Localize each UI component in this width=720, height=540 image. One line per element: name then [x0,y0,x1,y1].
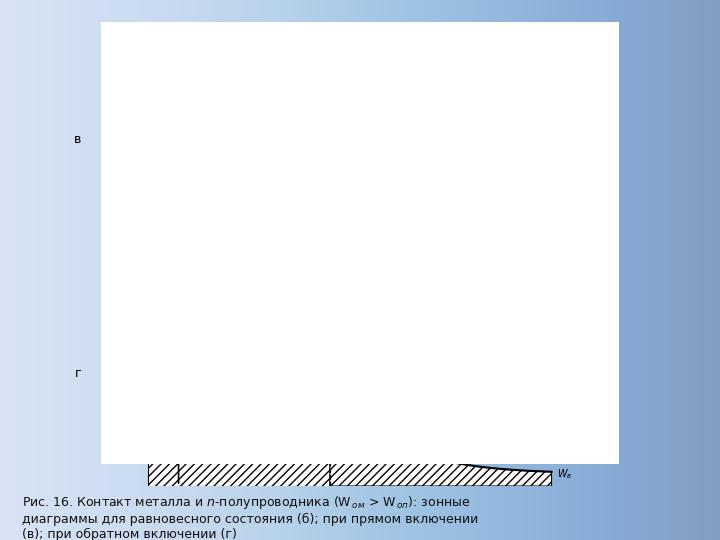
Text: −: − [159,113,168,123]
Text: $W_ф$: $W_ф$ [557,116,574,130]
Text: −: − [280,141,289,151]
Text: −: − [240,350,248,360]
Circle shape [413,382,438,393]
Text: $qU_{обр}$: $qU_{обр}$ [557,362,584,376]
Text: $W_ф$: $W_ф$ [557,393,574,407]
Circle shape [252,140,277,152]
Text: Рис. 16. Контакт металла и $n$-полупроводника (W$_{\,ом}$ > W$_{\,оп}$): зонные
: Рис. 16. Контакт металла и $n$-полупрово… [22,494,478,540]
Text: −: − [179,132,188,142]
Circle shape [423,69,448,81]
Text: −: − [300,132,309,142]
Circle shape [151,362,176,372]
Text: −: − [260,113,269,123]
Circle shape [192,333,216,343]
Text: $W_c$: $W_c$ [126,311,143,325]
Circle shape [171,131,196,143]
Circle shape [271,140,297,152]
Text: $W_в$: $W_в$ [557,197,572,211]
Circle shape [357,382,383,393]
Text: |: | [328,279,332,289]
Circle shape [271,378,297,389]
Circle shape [292,131,318,143]
Circle shape [192,122,216,133]
Circle shape [397,55,423,67]
Circle shape [373,368,398,378]
Text: −: − [179,94,188,104]
Text: −: − [280,350,289,360]
Text: −: − [179,350,188,360]
Polygon shape [330,369,552,486]
Circle shape [212,140,236,152]
Circle shape [232,378,257,389]
Bar [148,213,330,270]
Circle shape [271,122,297,133]
Circle shape [252,112,277,124]
Circle shape [151,112,176,124]
Text: г: г [74,367,81,380]
Text: −: − [240,379,248,388]
Text: $W$: $W$ [154,22,168,35]
Text: −: − [159,346,168,355]
Text: в: в [74,133,81,146]
Text: −: − [199,379,208,388]
Text: $W$: $W$ [154,270,168,283]
Text: −: − [159,362,168,372]
Circle shape [397,354,423,364]
Circle shape [212,103,236,114]
Text: $W_в$: $W_в$ [557,467,572,481]
Text: −: − [240,123,248,132]
Text: $I_{пр}$: $I_{пр}$ [388,298,402,314]
Text: $qU_{пр}$: $qU_{пр}$ [557,104,580,118]
Bar [148,437,330,486]
Circle shape [151,346,176,356]
Text: $W_{н р}$: $W_{н р}$ [557,82,577,97]
Text: −: − [199,123,208,132]
Circle shape [232,362,257,372]
Text: $W_c$: $W_c$ [126,68,143,82]
Circle shape [474,69,498,81]
Circle shape [232,122,257,133]
Text: –: – [488,278,494,291]
Circle shape [192,378,216,389]
Circle shape [192,362,216,372]
Text: −: − [230,317,238,327]
Text: −: − [159,141,168,151]
Circle shape [373,69,398,81]
Text: −: − [240,362,248,372]
Text: −: − [220,104,228,113]
Text: −: − [260,141,269,151]
Text: −: − [220,141,228,151]
Text: −: − [280,123,289,132]
Text: −: − [280,379,289,388]
Circle shape [171,93,196,105]
Circle shape [448,55,474,67]
Polygon shape [330,161,552,270]
Circle shape [151,378,176,389]
Text: −: − [159,379,168,388]
Circle shape [171,349,196,360]
Text: $W_{н р}$: $W_{н р}$ [557,384,577,399]
Text: −: − [199,362,208,372]
Circle shape [232,349,257,360]
Text: −: − [199,333,208,343]
Circle shape [387,38,413,50]
Circle shape [271,349,297,360]
Circle shape [151,140,176,152]
Circle shape [222,316,246,327]
Circle shape [423,368,448,378]
